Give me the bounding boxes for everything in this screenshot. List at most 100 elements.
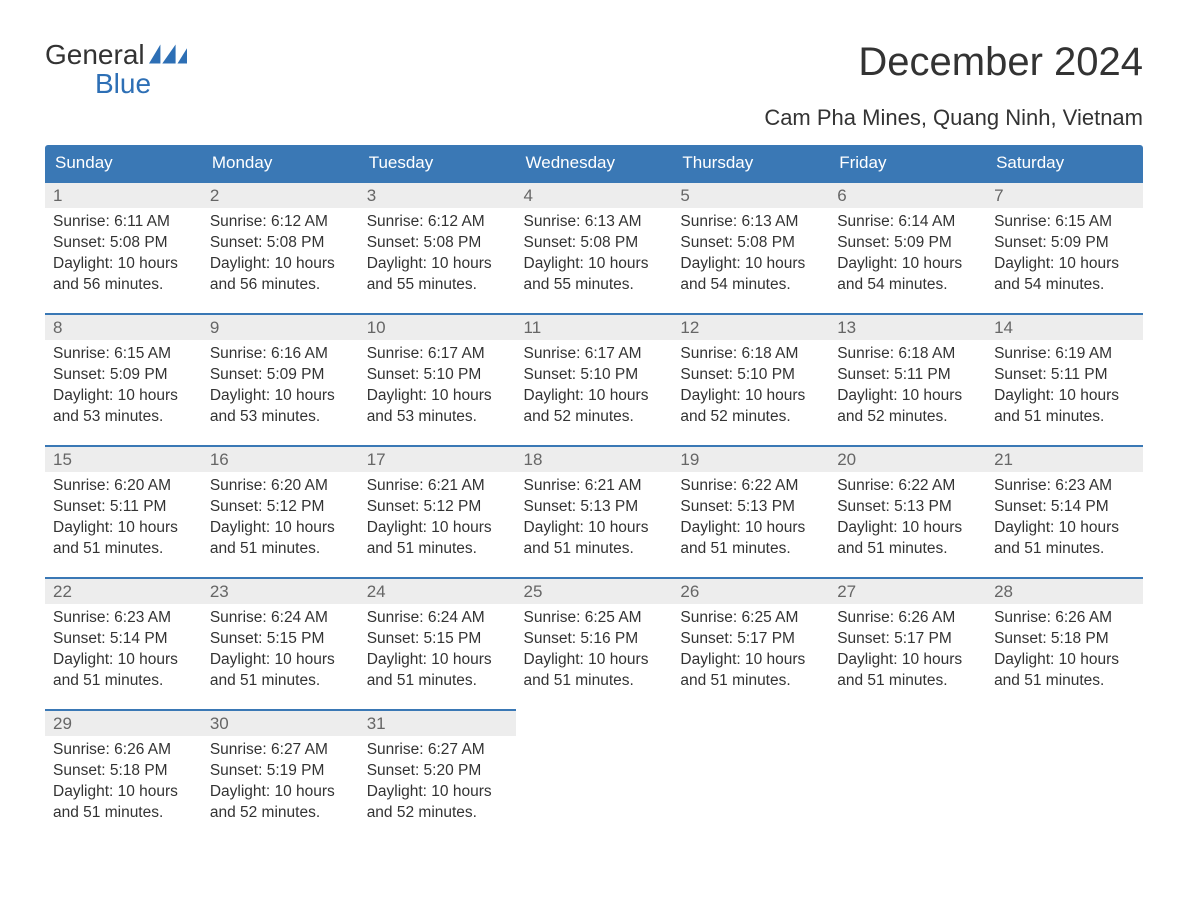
daylight-line: Daylight: 10 hours and 51 minutes. — [680, 651, 805, 689]
calendar-day-cell: 16Sunrise: 6:20 AMSunset: 5:12 PMDayligh… — [202, 445, 359, 577]
sunset-line: Sunset: 5:14 PM — [994, 498, 1109, 515]
sunrise-line: Sunrise: 6:24 AM — [210, 609, 328, 626]
sunrise-line: Sunrise: 6:26 AM — [53, 741, 171, 758]
day-number: 5 — [672, 181, 829, 208]
sunset-line: Sunset: 5:17 PM — [680, 630, 795, 647]
day-details: Sunrise: 6:14 AMSunset: 5:09 PMDaylight:… — [829, 208, 986, 302]
calendar-day-cell: 27Sunrise: 6:26 AMSunset: 5:17 PMDayligh… — [829, 577, 986, 709]
calendar-day-cell: 5Sunrise: 6:13 AMSunset: 5:08 PMDaylight… — [672, 181, 829, 313]
day-number: 2 — [202, 181, 359, 208]
calendar-day-cell: 10Sunrise: 6:17 AMSunset: 5:10 PMDayligh… — [359, 313, 516, 445]
daylight-line: Daylight: 10 hours and 52 minutes. — [367, 783, 492, 821]
calendar-day-cell: 7Sunrise: 6:15 AMSunset: 5:09 PMDaylight… — [986, 181, 1143, 313]
sunrise-line: Sunrise: 6:22 AM — [680, 477, 798, 494]
day-details: Sunrise: 6:22 AMSunset: 5:13 PMDaylight:… — [829, 472, 986, 566]
day-details: Sunrise: 6:13 AMSunset: 5:08 PMDaylight:… — [516, 208, 673, 302]
sunset-line: Sunset: 5:20 PM — [367, 762, 482, 779]
calendar-day-cell: 22Sunrise: 6:23 AMSunset: 5:14 PMDayligh… — [45, 577, 202, 709]
logo-word1: General — [45, 40, 145, 69]
daylight-line: Daylight: 10 hours and 51 minutes. — [367, 651, 492, 689]
day-number: 18 — [516, 445, 673, 472]
daylight-line: Daylight: 10 hours and 51 minutes. — [53, 651, 178, 689]
calendar-day-cell: 21Sunrise: 6:23 AMSunset: 5:14 PMDayligh… — [986, 445, 1143, 577]
day-details: Sunrise: 6:21 AMSunset: 5:13 PMDaylight:… — [516, 472, 673, 566]
flag-icon — [149, 40, 187, 69]
sunrise-line: Sunrise: 6:20 AM — [210, 477, 328, 494]
day-number: 26 — [672, 577, 829, 604]
day-number: 3 — [359, 181, 516, 208]
sunrise-line: Sunrise: 6:12 AM — [210, 213, 328, 230]
day-details: Sunrise: 6:23 AMSunset: 5:14 PMDaylight:… — [986, 472, 1143, 566]
sunrise-line: Sunrise: 6:16 AM — [210, 345, 328, 362]
calendar-day-cell — [986, 709, 1143, 841]
day-details: Sunrise: 6:18 AMSunset: 5:11 PMDaylight:… — [829, 340, 986, 434]
day-details: Sunrise: 6:26 AMSunset: 5:18 PMDaylight:… — [45, 736, 202, 830]
sunset-line: Sunset: 5:12 PM — [210, 498, 325, 515]
sunrise-line: Sunrise: 6:21 AM — [524, 477, 642, 494]
day-number: 30 — [202, 709, 359, 736]
weekday-header: Thursday — [672, 145, 829, 181]
day-number: 11 — [516, 313, 673, 340]
calendar-day-cell: 14Sunrise: 6:19 AMSunset: 5:11 PMDayligh… — [986, 313, 1143, 445]
daylight-line: Daylight: 10 hours and 52 minutes. — [837, 387, 962, 425]
daylight-line: Daylight: 10 hours and 54 minutes. — [837, 255, 962, 293]
day-details: Sunrise: 6:20 AMSunset: 5:12 PMDaylight:… — [202, 472, 359, 566]
calendar-day-cell: 18Sunrise: 6:21 AMSunset: 5:13 PMDayligh… — [516, 445, 673, 577]
daylight-line: Daylight: 10 hours and 51 minutes. — [367, 519, 492, 557]
day-number: 19 — [672, 445, 829, 472]
sunrise-line: Sunrise: 6:26 AM — [994, 609, 1112, 626]
day-number: 31 — [359, 709, 516, 736]
day-number: 13 — [829, 313, 986, 340]
day-number: 24 — [359, 577, 516, 604]
sunrise-line: Sunrise: 6:12 AM — [367, 213, 485, 230]
daylight-line: Daylight: 10 hours and 52 minutes. — [210, 783, 335, 821]
day-number: 28 — [986, 577, 1143, 604]
logo: General Blue — [45, 40, 187, 99]
day-details: Sunrise: 6:26 AMSunset: 5:17 PMDaylight:… — [829, 604, 986, 698]
calendar-day-cell — [829, 709, 986, 841]
sunset-line: Sunset: 5:19 PM — [210, 762, 325, 779]
day-details: Sunrise: 6:18 AM Sunset: 5:10 PM Daylight:… — [672, 340, 829, 434]
sunset-line: Sunset: 5:15 PM — [210, 630, 325, 647]
calendar-day-cell: 6Sunrise: 6:14 AMSunset: 5:09 PMDaylight… — [829, 181, 986, 313]
day-number: 29 — [45, 709, 202, 736]
sunrise-line: Sunrise: 6:14 AM — [837, 213, 955, 230]
day-number: 25 — [516, 577, 673, 604]
sunset-line: Sunset: 5:11 PM — [994, 366, 1107, 383]
sunrise-line: Sunrise: 6:21 AM — [367, 477, 485, 494]
day-details: Sunrise: 6:24 AM Sunset: 5:15 PM Daylight:… — [202, 604, 359, 698]
sunset-line: Sunset: 5:09 PM — [994, 234, 1109, 251]
sunset-line: Sunset: 5:08 PM — [367, 234, 482, 251]
sunrise-line: Sunrise: 6:17 AM — [367, 345, 485, 362]
sunrise-line: Sunrise: 6:18 AM — [680, 345, 798, 362]
calendar-day-cell — [672, 709, 829, 841]
weekday-header-row: Sunday Monday Tuesday Wednesday Thursday… — [45, 145, 1143, 181]
daylight-line: Daylight: 10 hours and 52 minutes. — [680, 387, 805, 425]
day-details: Sunrise: 6:15 AMSunset: 5:09 PMDaylight:… — [45, 340, 202, 434]
sunrise-line: Sunrise: 6:17 AM — [524, 345, 642, 362]
daylight-line: Daylight: 10 hours and 51 minutes. — [524, 519, 649, 557]
sunset-line: Sunset: 5:11 PM — [53, 498, 166, 515]
day-number: 4 — [516, 181, 673, 208]
sunset-line: Sunset: 5:13 PM — [680, 498, 795, 515]
sunrise-line: Sunrise: 6:26 AM — [837, 609, 955, 626]
calendar-day-cell: 23Sunrise: 6:24 AMSunset: 5:15 PMDayligh… — [202, 577, 359, 709]
day-number: 15 — [45, 445, 202, 472]
day-details: Sunrise: 6:26 AMSunset: 5:18 PMDaylight:… — [986, 604, 1143, 698]
sunset-line: Sunset: 5:10 PM — [680, 366, 795, 383]
daylight-line: Daylight: 10 hours and 51 minutes. — [994, 387, 1119, 425]
calendar-day-cell: 20Sunrise: 6:22 AMSunset: 5:13 PMDayligh… — [829, 445, 986, 577]
daylight-line: Daylight: 10 hours and 51 minutes. — [210, 651, 335, 689]
sunrise-line: Sunrise: 6:22 AM — [837, 477, 955, 494]
sunrise-line: Sunrise: 6:18 AM — [837, 345, 955, 362]
daylight-line: Daylight: 10 hours and 53 minutes. — [53, 387, 178, 425]
calendar-day-cell: 4Sunrise: 6:13 AMSunset: 5:08 PMDaylight… — [516, 181, 673, 313]
sunset-line: Sunset: 5:17 PM — [837, 630, 952, 647]
daylight-line: Daylight: 10 hours and 51 minutes. — [994, 519, 1119, 557]
day-details: Sunrise: 6:16 AMSunset: 5:09 PMDaylight:… — [202, 340, 359, 434]
day-number: 14 — [986, 313, 1143, 340]
daylight-line: Daylight: 10 hours and 54 minutes. — [680, 255, 805, 293]
calendar-day-cell: 2Sunrise: 6:12 AMSunset: 5:08 PMDaylight… — [202, 181, 359, 313]
sunset-line: Sunset: 5:15 PM — [367, 630, 482, 647]
day-number: 16 — [202, 445, 359, 472]
